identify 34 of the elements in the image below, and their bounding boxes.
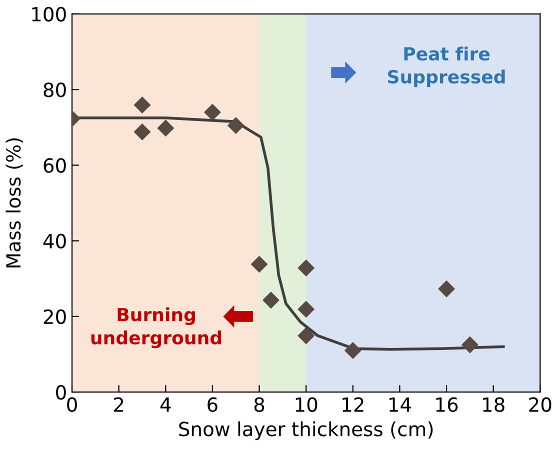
point: [298, 327, 315, 344]
point: [134, 123, 151, 140]
point: [344, 342, 362, 359]
x-tick-label: 6: [208, 397, 218, 412]
y-axis-title: Mass loss (%): [6, 138, 24, 268]
point: [250, 256, 268, 273]
point: [298, 300, 315, 318]
point: [227, 116, 244, 134]
y-tick-label: 80: [44, 82, 66, 98]
y-tick-label: 100: [32, 6, 66, 22]
x-tick-label: 4: [160, 398, 171, 412]
x-tick-label: 18: [483, 397, 504, 412]
point: [262, 292, 280, 309]
point: [134, 96, 151, 114]
x-axis-title: Snow layer thickness (cm): [179, 421, 433, 440]
x-tick-label: 2: [114, 397, 124, 412]
y-tick-label: 40: [43, 234, 66, 248]
point: [298, 260, 315, 277]
x-tick-label: 14: [389, 398, 411, 412]
x-tick-label: 0: [67, 397, 77, 412]
point: [157, 120, 174, 137]
y-tick-label: 60: [44, 158, 66, 173]
point: [461, 336, 478, 354]
point: [438, 280, 456, 298]
y-tick-label: 0: [56, 385, 66, 400]
x-tick-label: 20: [529, 397, 552, 412]
annotation: Peat fire Suppressed: [388, 46, 505, 88]
annotation: Burning underground: [91, 307, 222, 348]
x-tick-label: 8: [254, 397, 264, 412]
x-tick-label: 16: [436, 397, 458, 412]
y-tick-label: 20: [44, 309, 66, 324]
x-tick-label: 12: [342, 397, 364, 412]
x-tick-label: 10: [296, 397, 318, 412]
point: [204, 104, 221, 121]
